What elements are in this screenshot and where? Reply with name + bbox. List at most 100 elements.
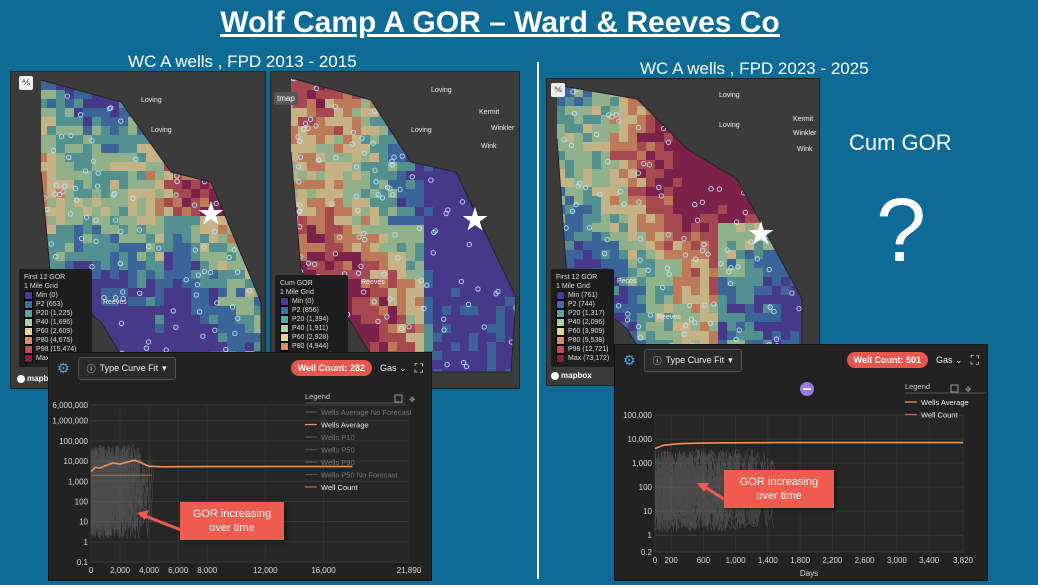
well-marker xyxy=(754,256,760,262)
arrow-head-icon xyxy=(137,510,149,520)
well-marker xyxy=(113,217,119,223)
settings-gear-icon[interactable]: ⚙ xyxy=(57,359,70,376)
gas-selector[interactable]: Gas ⌄ xyxy=(380,362,407,373)
x-tick-label: 8,000 xyxy=(197,566,218,575)
place-label: Wink xyxy=(797,146,813,153)
info-icon: ⓘ xyxy=(652,355,662,366)
gor-chart-right[interactable]: 100,000 10,000 1,000 100 10 1 0.20 200 600 1,000 1… xyxy=(615,375,1005,580)
legend-label: P2 (856) xyxy=(292,307,319,314)
legend-label: P98 (15,474) xyxy=(36,346,77,353)
well-marker xyxy=(701,241,707,248)
y-tick-label: 10,000 xyxy=(628,435,653,444)
star-icon xyxy=(198,201,224,225)
place-label: Wink xyxy=(481,143,497,150)
well-marker xyxy=(361,236,368,243)
well-marker xyxy=(569,208,576,214)
well-marker xyxy=(183,277,189,283)
mapbox-logo: mapbox xyxy=(17,374,58,383)
well-marker xyxy=(212,327,218,333)
map-first12-gor-2023[interactable]: Loving Loving Kermit Winkler Wink Pecos Reeves… xyxy=(546,78,820,386)
well-marker xyxy=(702,302,708,308)
well-marker xyxy=(223,346,229,353)
well-marker xyxy=(195,272,202,278)
well-marker xyxy=(214,300,220,306)
map-cum-gor-2013[interactable]: LovingLovingKermitWinklerWinkReevesBalmo… xyxy=(270,71,520,389)
legend-label: P98 (12,721) xyxy=(568,346,609,353)
callout-gor-left: GOR increasing over time xyxy=(180,502,284,540)
star-icon xyxy=(462,207,488,231)
legend-swatch xyxy=(556,336,565,345)
x-tick-label: 2,200 xyxy=(822,556,843,565)
well-marker xyxy=(307,116,314,123)
well-marker xyxy=(399,153,405,159)
well-marker xyxy=(68,132,74,139)
map-tag[interactable]: tmap xyxy=(274,92,298,105)
legend-label: Min (761) xyxy=(568,292,598,299)
well-marker xyxy=(395,255,401,261)
well-marker xyxy=(67,211,74,217)
well-marker xyxy=(428,177,434,183)
well-marker xyxy=(635,324,642,330)
well-marker xyxy=(356,234,362,240)
arrow-head-icon xyxy=(697,483,709,492)
type-curve-fit-dropdown[interactable]: ⓘ Type Curve Fit ▾ xyxy=(77,356,176,380)
well-marker xyxy=(305,125,311,131)
gas-selector[interactable]: Gas ⌄ xyxy=(936,354,963,365)
fullscreen-icon[interactable]: ⛶ xyxy=(970,352,979,367)
well-marker xyxy=(295,134,301,140)
legend-label: P60 (2,609) xyxy=(36,328,73,335)
well-marker xyxy=(666,271,672,277)
place-label: Loving xyxy=(141,97,162,104)
legend-item: Wells P10 xyxy=(321,433,355,442)
x-tick-label: 1,800 xyxy=(790,556,811,565)
well-marker xyxy=(726,269,732,275)
legend-item: P98 (12,721) xyxy=(556,345,609,354)
well-marker xyxy=(191,202,198,208)
well-marker xyxy=(397,186,403,193)
map-layers-icon[interactable]: ⅍ xyxy=(551,83,565,97)
map-first12-gor-2013[interactable]: LovingLovingReevesBalmorhea ⅍ First 12 G… xyxy=(10,71,266,389)
well-marker xyxy=(735,264,741,270)
type-curve-fit-dropdown[interactable]: ⓘ Type Curve Fit ▾ xyxy=(643,348,742,372)
well-marker xyxy=(736,327,742,333)
well-marker xyxy=(370,140,376,146)
well-marker xyxy=(406,324,412,330)
well-marker xyxy=(353,193,359,200)
well-marker xyxy=(379,195,386,201)
well-marker xyxy=(226,254,232,261)
gor-chart-left[interactable]: 6,000,0001,000,000100,00010,0001,0001001… xyxy=(49,383,431,580)
x-tick-label: 2,600 xyxy=(855,556,876,565)
well-marker xyxy=(95,170,101,176)
well-marker xyxy=(259,328,261,335)
legend-item: P60 (3,909) xyxy=(556,327,609,336)
well-marker xyxy=(441,327,447,333)
series-wells-average xyxy=(90,459,353,473)
legend-label: P60 (3,909) xyxy=(568,328,605,335)
well-marker xyxy=(734,219,740,225)
legend-label: P40 (1,911) xyxy=(292,325,329,332)
well-marker xyxy=(635,124,642,131)
well-marker xyxy=(711,301,717,307)
well-marker xyxy=(196,309,203,315)
legend-subtitle: 1 Mile Grid xyxy=(556,283,590,290)
well-marker xyxy=(766,266,772,273)
well-marker xyxy=(375,318,381,325)
legend-title: Cum GOR xyxy=(280,280,313,287)
settings-gear-icon[interactable]: ⚙ xyxy=(623,351,636,368)
y-tick-label: 1,000,000 xyxy=(52,417,88,426)
x-tick-label: 1,000 xyxy=(726,556,747,565)
well-marker xyxy=(332,251,339,257)
map-layers-icon[interactable]: ⅍ xyxy=(19,76,33,90)
well-marker xyxy=(613,111,620,118)
well-marker xyxy=(353,164,360,170)
well-marker xyxy=(329,201,335,207)
y-tick-label: 100,000 xyxy=(623,411,652,420)
legend-label: P40 (1,696) xyxy=(36,319,73,326)
y-tick-label: 100 xyxy=(639,483,653,492)
well-marker xyxy=(83,214,90,220)
fullscreen-icon[interactable]: ⛶ xyxy=(414,360,423,375)
legend-item: P20 (1,394) xyxy=(280,315,343,324)
well-marker xyxy=(355,270,362,276)
legend-subtitle: 1 Mile Grid xyxy=(24,283,58,290)
well-marker xyxy=(201,244,207,250)
